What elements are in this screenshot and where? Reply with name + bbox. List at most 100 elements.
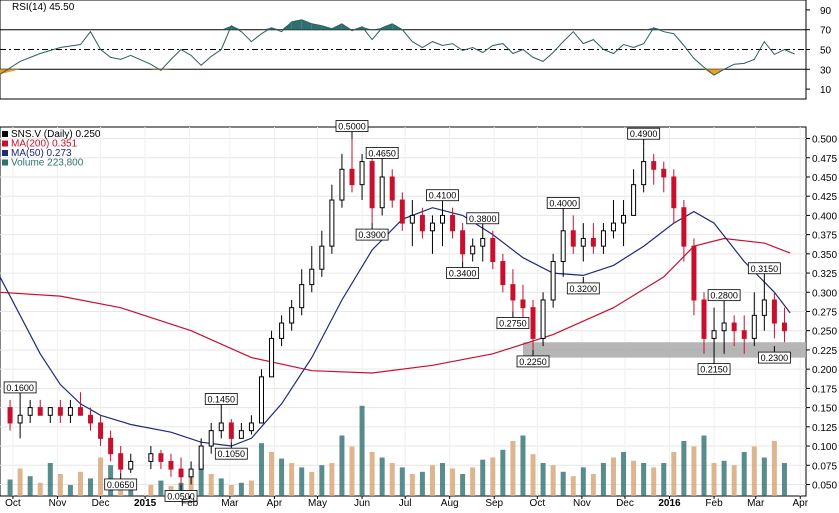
volume-bar	[198, 463, 204, 496]
price-tick-label: 0.450	[812, 173, 837, 184]
candle	[661, 161, 667, 193]
volume-bar	[520, 435, 526, 496]
candle-body	[47, 407, 53, 416]
price-label-box	[365, 147, 399, 159]
candle	[118, 446, 124, 473]
candle	[238, 422, 244, 439]
x-tick-label: Feb	[181, 498, 199, 508]
volume-bar	[600, 463, 606, 496]
candle-body	[118, 453, 124, 470]
candle	[600, 223, 606, 254]
price-label-box	[355, 228, 389, 241]
candle-body	[560, 230, 566, 263]
candle-body	[208, 430, 214, 447]
candle-body	[480, 237, 486, 247]
price-label: 0.1600	[3, 381, 37, 400]
candle-body	[238, 430, 244, 439]
volume-bar	[490, 457, 496, 496]
price-tick-label: 0.275	[812, 308, 837, 319]
volume-bar	[37, 482, 43, 496]
candle-body	[631, 184, 637, 216]
volume-bar	[731, 465, 737, 496]
candle	[198, 438, 204, 470]
volume-bar	[560, 471, 566, 496]
price-label: 0.1450	[204, 393, 238, 412]
candle	[37, 399, 43, 416]
candle-body	[228, 422, 234, 439]
candle-body	[88, 414, 94, 424]
candle	[309, 246, 315, 293]
x-axis: Oct Nov Dec 2015 Feb Mar Apr May Jun Jul Aug Sep Oct…	[5, 496, 809, 509]
x-tick-label: Aug	[441, 498, 459, 508]
price-label-text: 0.5000	[338, 122, 366, 132]
candle-body	[279, 322, 285, 339]
volume-bar	[450, 468, 456, 496]
candle-body	[741, 330, 747, 339]
candle-body	[429, 222, 435, 232]
price-label-text: 0.3900	[358, 230, 386, 240]
price-label-text: 0.0650	[107, 480, 135, 490]
volume-bar	[550, 465, 556, 496]
volume-bar	[621, 452, 627, 496]
candle-body	[570, 230, 576, 247]
price-label-box	[496, 317, 530, 329]
price-label-box	[757, 351, 791, 364]
legend-text: Volume 223,800	[11, 158, 84, 169]
volume-bar	[570, 476, 576, 496]
price-label-text: 0.2300	[761, 353, 789, 363]
candle	[258, 369, 264, 424]
price-label: 0.5000	[335, 120, 369, 139]
price-label-box	[204, 393, 238, 405]
volume-bar	[510, 441, 516, 496]
price-label-box	[335, 120, 369, 132]
volume-bar	[27, 476, 33, 496]
volume-bar	[661, 463, 667, 496]
candle-body	[108, 437, 114, 455]
candle	[691, 238, 697, 316]
rsi-tick-label: 10	[820, 85, 832, 96]
volume-bar	[701, 435, 707, 496]
ma200-line	[0, 237, 791, 374]
price-label-box	[707, 289, 741, 302]
rsi-overbought-fill	[291, 19, 302, 30]
candle	[641, 146, 647, 193]
volume-bar	[641, 463, 647, 496]
candle-body	[470, 245, 476, 255]
price-label-box	[466, 212, 500, 225]
candle-body	[359, 161, 365, 186]
legend-swatch	[2, 159, 8, 166]
price-tick-label: 0.500	[812, 135, 837, 146]
volume-bar	[781, 463, 787, 496]
volume-bar	[188, 476, 194, 496]
volume-bar	[671, 452, 677, 496]
candle	[500, 253, 506, 293]
price-grid	[0, 127, 806, 496]
candle-body	[77, 407, 83, 416]
x-tick-label: 2016	[658, 498, 681, 508]
candle-body	[530, 307, 536, 339]
volume-bar	[540, 463, 546, 496]
candle	[319, 230, 325, 277]
volume-bar	[631, 460, 637, 496]
candle	[47, 407, 53, 423]
volume-bar	[248, 480, 254, 496]
price-label-box	[546, 197, 580, 209]
candle	[359, 153, 365, 201]
candle-body	[711, 330, 717, 339]
price-tick-label: 0.425	[812, 192, 837, 203]
volume-bar	[98, 457, 104, 496]
price-label: 0.3200	[566, 276, 600, 295]
candle-body	[289, 307, 295, 324]
candle	[701, 292, 707, 354]
candle	[148, 446, 154, 470]
x-tick-label: Mar	[221, 498, 239, 508]
volume-bar	[218, 478, 224, 496]
candle	[560, 215, 566, 277]
candle-body	[148, 453, 154, 462]
volume-bar	[238, 482, 244, 496]
candle-body	[258, 376, 264, 424]
candle	[158, 449, 164, 470]
x-tick-label: Apr	[792, 498, 808, 508]
volume-bar	[429, 465, 435, 496]
volume-bar	[369, 452, 375, 496]
